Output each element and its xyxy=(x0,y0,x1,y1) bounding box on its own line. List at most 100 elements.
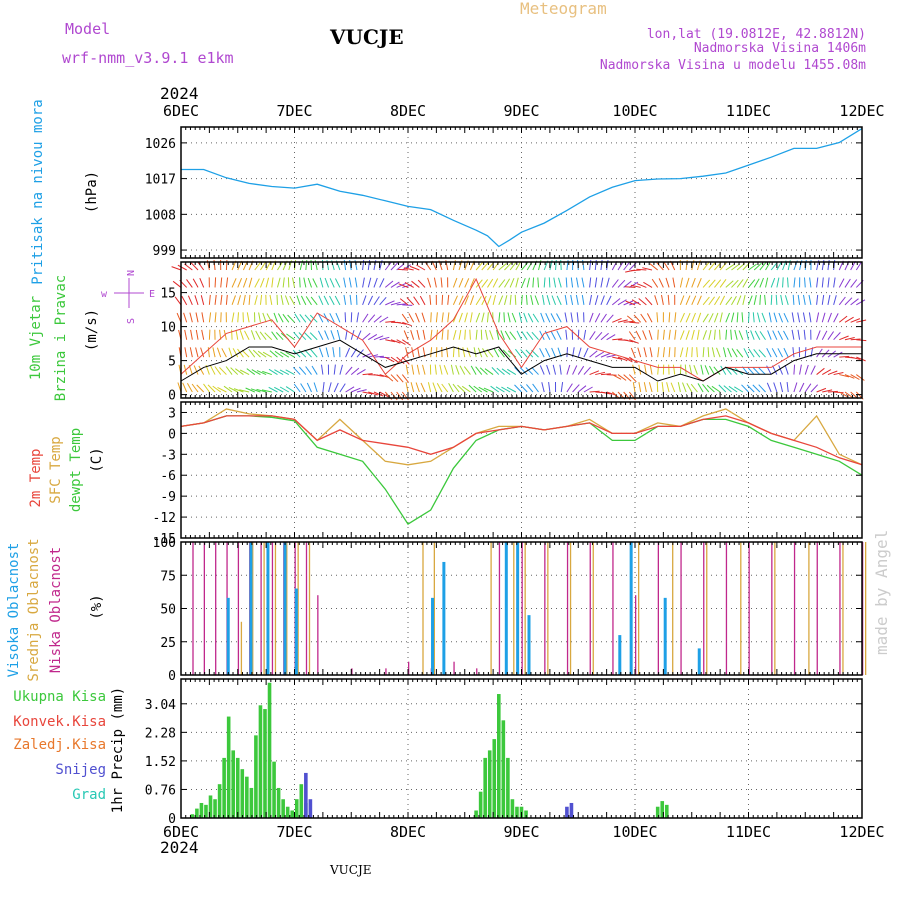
meteogram-label: Meteogram xyxy=(520,0,607,18)
wind-barb xyxy=(777,348,783,358)
wind-barb xyxy=(200,295,205,305)
wind-barb xyxy=(725,296,733,306)
wind-barb xyxy=(816,330,821,340)
wind-barb xyxy=(624,286,636,288)
wind-barb xyxy=(225,366,233,375)
wind-barb xyxy=(766,347,772,358)
y-tick-label: 10 xyxy=(160,321,176,336)
wind-barb xyxy=(487,278,494,288)
wind-barb xyxy=(577,365,585,375)
wind-gust-line xyxy=(180,277,862,382)
precip-bar xyxy=(208,795,213,818)
wind-barb xyxy=(411,364,415,375)
wind-barb xyxy=(198,365,205,375)
wind-barb xyxy=(475,296,482,306)
wind-barb xyxy=(679,347,684,358)
wind-barb xyxy=(458,312,463,323)
cloud-bar xyxy=(808,542,810,675)
wind-barb xyxy=(339,364,343,375)
wind-barb xyxy=(350,367,360,375)
wind-barb xyxy=(447,294,450,305)
wind-barb xyxy=(643,281,653,288)
wind-barb xyxy=(752,384,761,393)
wind-barb xyxy=(782,277,784,288)
wind-barb xyxy=(784,364,789,375)
wind-barb xyxy=(649,364,653,375)
wind-barb xyxy=(415,312,420,323)
wind-barb xyxy=(310,296,318,306)
wind-barb xyxy=(768,312,772,323)
wind-barb xyxy=(600,352,611,358)
wind-barb xyxy=(532,277,535,288)
cloud-bar xyxy=(351,668,353,675)
cloud-low-ylabel: Niska Oblacnost xyxy=(48,547,64,673)
wind-barb xyxy=(250,388,261,393)
wind-barb xyxy=(770,294,773,305)
wind-barb xyxy=(663,261,670,271)
wind-barb xyxy=(575,294,579,305)
cloud-bar xyxy=(771,542,773,675)
cloud-bar xyxy=(490,542,492,675)
wind-barb xyxy=(643,347,647,358)
cloud-bar xyxy=(544,542,546,675)
wind-barb xyxy=(558,277,562,288)
wind-barb xyxy=(506,386,517,393)
wind-barb xyxy=(821,277,824,288)
wind-barb xyxy=(696,295,702,306)
precip-legend-item: Ukupna Kisa xyxy=(13,689,106,705)
wind-barb xyxy=(677,382,681,393)
wind-barb xyxy=(731,295,737,306)
wind-barb xyxy=(190,262,199,271)
y-tick-label: 0.76 xyxy=(145,783,176,798)
wind-barb xyxy=(759,277,764,288)
wind-barb xyxy=(362,295,367,306)
wind-barb xyxy=(235,368,244,375)
cloud-bar xyxy=(237,542,240,675)
wind-barb xyxy=(507,312,511,323)
cloud-bar xyxy=(547,542,549,675)
wind-barb xyxy=(248,294,251,305)
wind-barb xyxy=(693,365,698,375)
wind-barb xyxy=(521,331,528,340)
wind-barb xyxy=(628,331,636,340)
wind-barb xyxy=(419,295,426,306)
cloud-bar xyxy=(263,542,265,675)
wind-barb xyxy=(473,347,477,358)
wind-barb xyxy=(269,350,278,358)
wind-barb xyxy=(514,384,522,393)
wind-barb xyxy=(498,279,506,288)
wind-barb xyxy=(519,384,528,393)
wind-barb xyxy=(539,365,545,375)
wind-barb xyxy=(246,312,250,323)
wind-barb xyxy=(323,295,329,306)
wind-barb xyxy=(668,329,671,340)
wind-barb xyxy=(856,319,867,323)
wind-barb xyxy=(644,297,653,306)
cloud-bar xyxy=(816,542,818,675)
wind-barb xyxy=(502,349,511,358)
wind-barb xyxy=(583,329,587,340)
wind-barb xyxy=(570,312,574,323)
wind-barb xyxy=(186,383,193,393)
wind-barb xyxy=(509,331,517,341)
wind-barb xyxy=(600,373,611,376)
wind-barb xyxy=(747,366,755,375)
wind-barb xyxy=(258,312,261,323)
wind-barb xyxy=(330,330,335,340)
wind-barb xyxy=(246,368,256,375)
precip-bar xyxy=(267,682,272,818)
wind-barb xyxy=(343,294,347,305)
precip-bar xyxy=(190,814,195,818)
wind-barb xyxy=(265,277,270,288)
wind-barb xyxy=(844,337,855,341)
precip-bar xyxy=(294,799,299,818)
cloud-bar xyxy=(271,542,274,675)
wind-barb xyxy=(390,356,400,364)
wind-barb xyxy=(736,312,739,323)
wind-barb xyxy=(632,382,636,393)
wind-barb xyxy=(539,330,545,340)
wind-barb xyxy=(285,351,295,358)
wind-barb xyxy=(195,329,199,340)
wind-barb xyxy=(379,316,389,323)
wind-barb xyxy=(503,295,508,305)
